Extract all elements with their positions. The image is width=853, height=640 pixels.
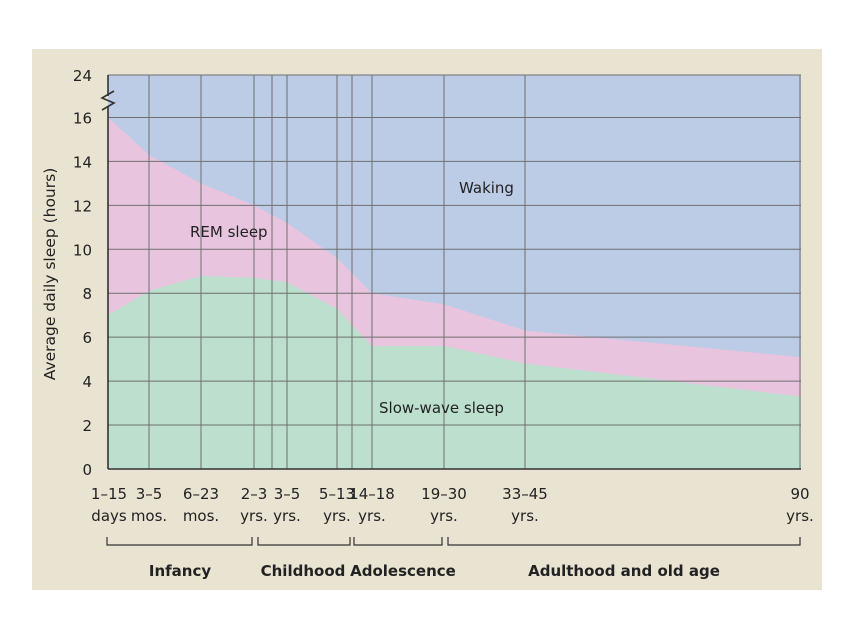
x-tick-label: 3–5 — [136, 485, 163, 503]
y-tick-label: 2 — [82, 417, 92, 435]
y-tick-label: 16 — [73, 109, 92, 127]
x-tick-label: mos. — [131, 507, 167, 525]
age-group-bracket — [353, 537, 443, 546]
age-group-label: Adulthood and old age — [528, 562, 720, 580]
age-group-label: Adolescence — [350, 562, 456, 580]
x-tick-label: yrs. — [430, 507, 458, 525]
age-group-bracket — [447, 537, 801, 546]
slow-wave-sleep-area — [108, 275, 801, 469]
age-group-bracket — [257, 537, 351, 546]
slow-wave-region-label: Slow-wave sleep — [379, 399, 504, 417]
waking-region-label: Waking — [459, 179, 514, 197]
x-tick-label: 3–5 — [274, 485, 301, 503]
age-group-label: Infancy — [149, 562, 211, 580]
x-tick-label: yrs. — [786, 507, 814, 525]
x-tick-label: 5–13 — [319, 485, 355, 503]
y-tick-label: 24 — [73, 67, 92, 85]
x-tick-label: 14–18 — [349, 485, 395, 503]
x-tick-label: 33–45 — [502, 485, 548, 503]
y-tick-label: 14 — [73, 153, 92, 171]
x-tick-label: yrs. — [240, 507, 268, 525]
y-tick-label: 0 — [82, 461, 92, 479]
x-tick-label: 2–3 — [241, 485, 268, 503]
y-tick-label: 8 — [82, 285, 92, 303]
rem-region-label: REM sleep — [190, 223, 268, 241]
y-tick-label: 4 — [82, 373, 92, 391]
age-group-label: Childhood — [261, 562, 346, 580]
axis-break-mark — [100, 90, 116, 111]
y-tick-label: 6 — [82, 329, 92, 347]
y-tick-label: 12 — [73, 197, 92, 215]
x-tick-label: yrs. — [358, 507, 386, 525]
sleep-chart: 0 2 4 6 8 10 12 14 16 24 Average daily sleep (hou… — [32, 49, 822, 590]
age-group-bracket — [106, 537, 253, 546]
x-tick-label: mos. — [183, 507, 219, 525]
x-tick-label: 19–30 — [421, 485, 467, 503]
y-axis-label: Average daily sleep (hours) — [41, 168, 59, 381]
x-tick-label: yrs. — [511, 507, 539, 525]
x-tick-label: days — [91, 507, 127, 525]
x-tick-label: yrs. — [273, 507, 301, 525]
x-tick-label: 1–15 — [91, 485, 127, 503]
x-tick-label: 6–23 — [183, 485, 219, 503]
x-tick-label: 90 — [790, 485, 809, 503]
y-tick-label: 10 — [73, 241, 92, 259]
x-tick-label: yrs. — [323, 507, 351, 525]
